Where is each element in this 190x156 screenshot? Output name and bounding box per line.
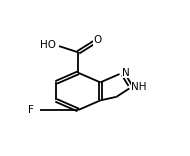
Text: N: N [122, 68, 130, 78]
Text: F: F [28, 105, 34, 115]
Text: NH: NH [131, 82, 147, 92]
Text: HO: HO [40, 40, 56, 50]
Text: O: O [93, 35, 101, 45]
